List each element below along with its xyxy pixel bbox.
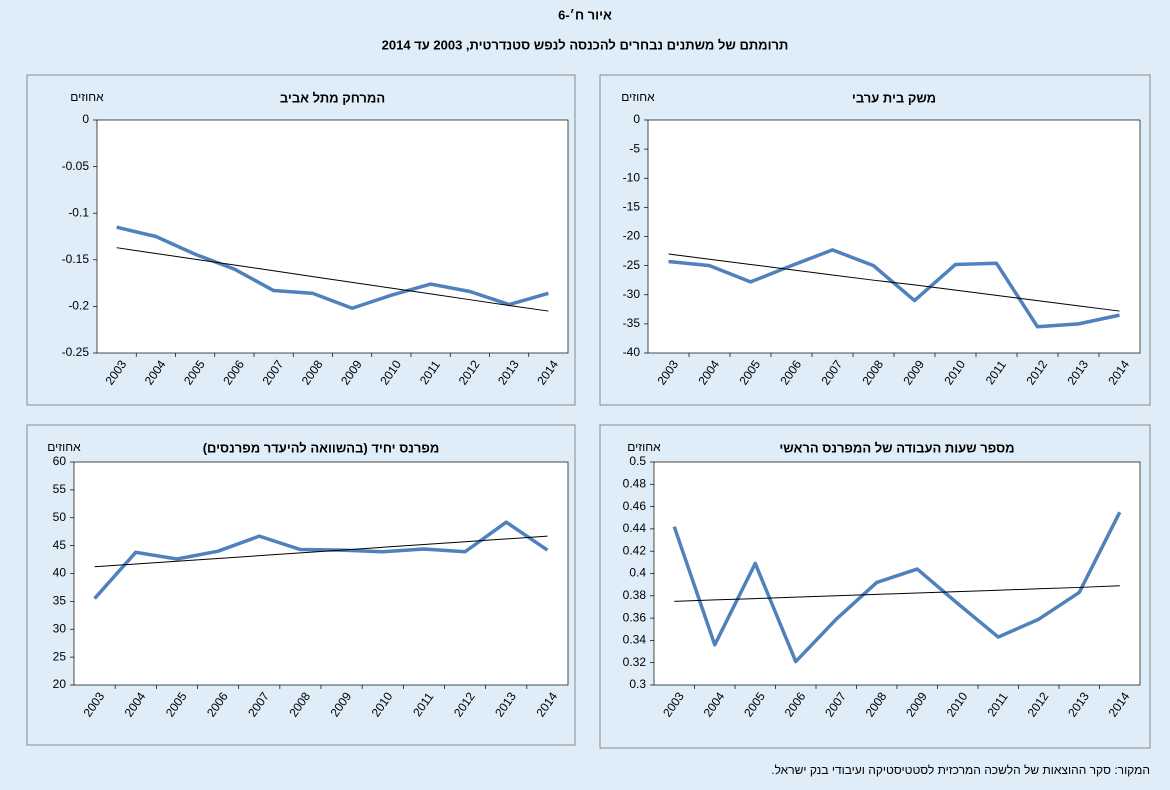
data-line — [668, 248, 1120, 329]
plot-area — [96, 119, 569, 354]
y-tick-label: 0.32 — [623, 655, 647, 669]
source-note: המקור: סקר ההוצאות של הלשכה המרכזית לסטט… — [771, 763, 1150, 777]
y-tick-label: -0.2 — [68, 299, 89, 313]
y-tick-label: -25 — [623, 258, 641, 272]
y-tick-label: 0 — [633, 112, 640, 126]
trend-line — [674, 585, 1120, 602]
y-tick-label: 30 — [53, 621, 67, 635]
figure-title: איור ח׳-6 — [558, 7, 612, 22]
y-tick-label: -35 — [623, 316, 641, 330]
y-tick-label: -0.25 — [62, 345, 90, 359]
y-tick-label: 40 — [53, 566, 67, 580]
y-tick-label: 0.46 — [623, 499, 647, 513]
trend-line — [668, 253, 1120, 312]
plot-area — [647, 119, 1141, 354]
y-tick-label: 0.42 — [623, 543, 647, 557]
y-tick-label: 55 — [53, 482, 67, 496]
y-tick-label: -15 — [623, 200, 641, 214]
data-line — [93, 520, 549, 600]
chart-title: משק בית ערבי — [852, 90, 936, 105]
y-axis-label: אחוזים — [70, 90, 104, 104]
y-tick-label: -0.15 — [62, 252, 90, 266]
y-tick-label: 0.48 — [623, 476, 647, 490]
y-tick-label: 0.38 — [623, 588, 647, 602]
y-tick-label: -10 — [623, 170, 641, 184]
plot-area — [653, 461, 1141, 686]
y-tick-label: -20 — [623, 229, 641, 243]
chart-title: המרחק מתל אביב — [280, 90, 385, 105]
y-tick-label: 60 — [53, 454, 67, 468]
y-tick-label: 0.3 — [629, 677, 646, 691]
y-tick-label: 35 — [53, 594, 67, 608]
data-line — [116, 225, 549, 311]
y-tick-label: 25 — [53, 649, 67, 663]
trend-line — [94, 535, 548, 568]
y-tick-label: -30 — [623, 287, 641, 301]
trend-line — [116, 247, 549, 312]
figure-subtitle: תרומתם של משתנים נבחרים להכנסה לנפש סטנד… — [382, 37, 789, 52]
y-axis-label: אחוזים — [47, 440, 81, 454]
y-tick-label: 0.4 — [629, 566, 646, 580]
y-tick-label: 0.44 — [623, 521, 647, 535]
y-tick-label: 45 — [53, 538, 67, 552]
y-axis-label: אחוזים — [621, 90, 655, 104]
data-line — [672, 511, 1122, 664]
plot-area — [73, 461, 569, 686]
y-axis-label: אחוזים — [627, 440, 661, 454]
y-tick-label: -0.05 — [62, 159, 90, 173]
y-tick-label: -5 — [629, 141, 640, 155]
chart-title: מספר שעות העבודה של המפרנס הראשי — [779, 440, 1014, 455]
chart-title: מפרנס יחיד (בהשוואה להיעדר מפרנסים) — [203, 440, 440, 455]
y-tick-label: -40 — [623, 345, 641, 359]
y-tick-label: 0 — [82, 112, 89, 126]
y-tick-label: 0.36 — [623, 610, 647, 624]
y-tick-label: 0.34 — [623, 633, 647, 647]
y-tick-label: 50 — [53, 510, 67, 524]
y-tick-label: 20 — [53, 677, 67, 691]
y-tick-label: 0.5 — [629, 454, 646, 468]
y-tick-label: -0.1 — [68, 205, 89, 219]
